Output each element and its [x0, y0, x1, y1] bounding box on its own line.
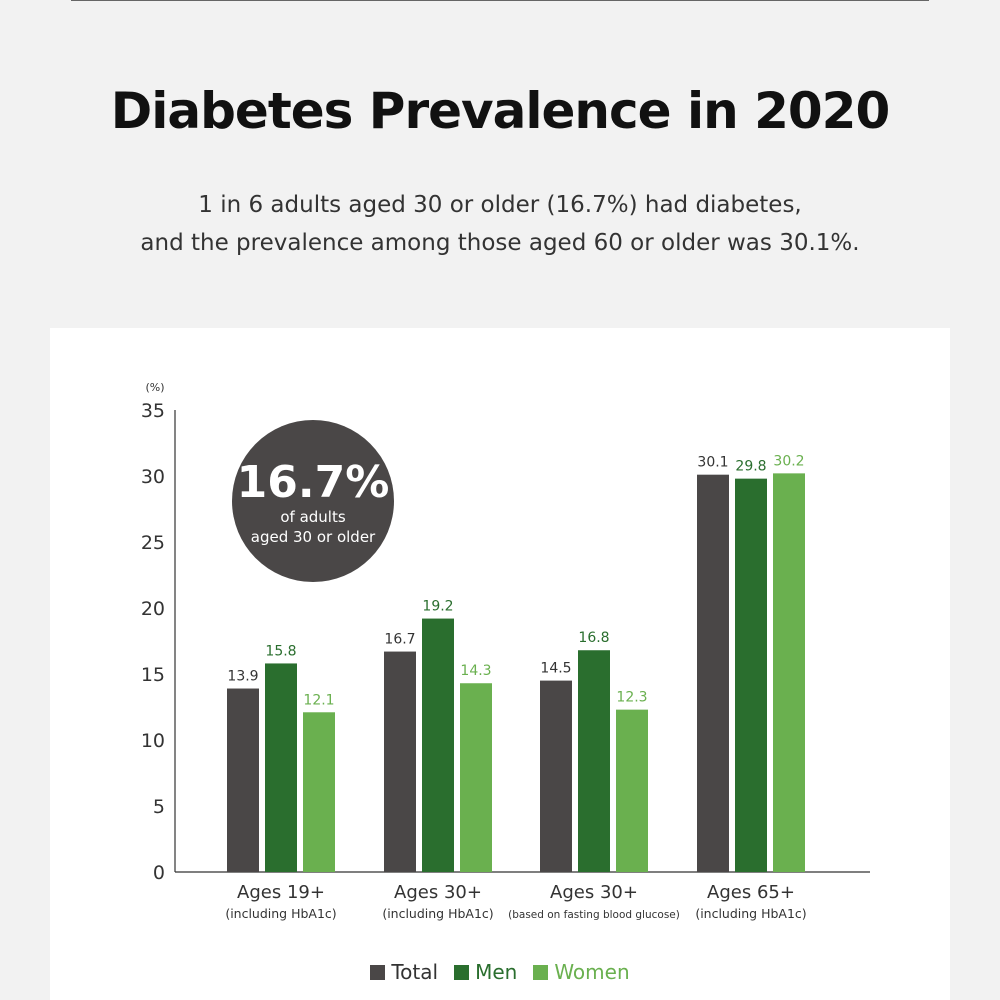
legend-label: Total [391, 960, 439, 984]
data-label-total: 30.1 [697, 455, 728, 471]
legend-label: Women [554, 960, 630, 984]
bar-women [616, 709, 648, 872]
top-divider [71, 0, 929, 1]
chart-legend: Total Men Women [0, 960, 1000, 984]
bar-total [540, 680, 572, 872]
data-label-men: 29.8 [735, 459, 766, 475]
bar-women [460, 683, 492, 872]
bar-total [384, 651, 416, 872]
y-tick-label: 10 [141, 730, 165, 752]
data-label-men: 19.2 [422, 599, 453, 615]
data-label-women: 12.3 [616, 690, 647, 706]
y-tick-label: 5 [153, 796, 165, 818]
x-tick-note: (including HbA1c) [225, 906, 336, 921]
y-tick-label: 15 [141, 664, 165, 686]
x-tick-label: Ages 30+ [550, 882, 638, 903]
y-axis-unit-label: (%) [145, 381, 164, 394]
legend-item-women: Women [533, 960, 630, 984]
x-tick-label: Ages 19+ [237, 882, 325, 903]
y-tick-label: 30 [141, 466, 165, 488]
legend-swatch-women [533, 964, 549, 980]
data-label-men: 15.8 [265, 643, 296, 659]
data-label-women: 12.1 [303, 692, 334, 708]
bar-men [735, 478, 767, 872]
legend-swatch-men [454, 964, 470, 980]
subtitle-line-1: 1 in 6 adults aged 30 or older (16.7%) h… [198, 192, 802, 218]
data-label-total: 14.5 [540, 661, 571, 677]
bar-men [422, 618, 454, 872]
x-tick-note: (including HbA1c) [695, 906, 806, 921]
callout-value: 16.7% [237, 457, 390, 508]
bar-total [227, 688, 259, 872]
x-tick-label: Ages 65+ [707, 882, 795, 903]
legend-label: Men [475, 960, 518, 984]
subtitle-line-2: and the prevalence among those aged 60 o… [140, 230, 860, 256]
x-tick-note: (based on fasting blood glucose) [508, 909, 680, 921]
page-subtitle: 1 in 6 adults aged 30 or older (16.7%) h… [0, 186, 1000, 262]
callout-line-1: of adults [280, 508, 345, 526]
y-tick-label: 25 [141, 532, 165, 554]
data-label-men: 16.8 [578, 630, 609, 646]
data-label-total: 13.9 [227, 669, 258, 685]
legend-item-total: Total [370, 960, 438, 984]
callout-line-2: aged 30 or older [251, 528, 376, 546]
y-tick-label: 0 [153, 862, 165, 884]
bar-men [265, 663, 297, 872]
y-tick-label: 20 [141, 598, 165, 620]
bar-total [697, 474, 729, 872]
x-tick-note: (including HbA1c) [382, 906, 493, 921]
callout-circle [232, 420, 394, 582]
x-tick-label: Ages 30+ [394, 882, 482, 903]
bar-women [303, 712, 335, 872]
y-tick-label: 35 [141, 400, 165, 422]
page-title: Diabetes Prevalence in 2020 [110, 82, 891, 140]
data-label-total: 16.7 [384, 632, 415, 648]
bar-women [773, 473, 805, 872]
legend-swatch-total [370, 964, 386, 980]
data-label-women: 14.3 [460, 663, 491, 679]
legend-item-men: Men [454, 960, 517, 984]
bar-men [578, 650, 610, 872]
data-label-women: 30.2 [773, 453, 804, 469]
